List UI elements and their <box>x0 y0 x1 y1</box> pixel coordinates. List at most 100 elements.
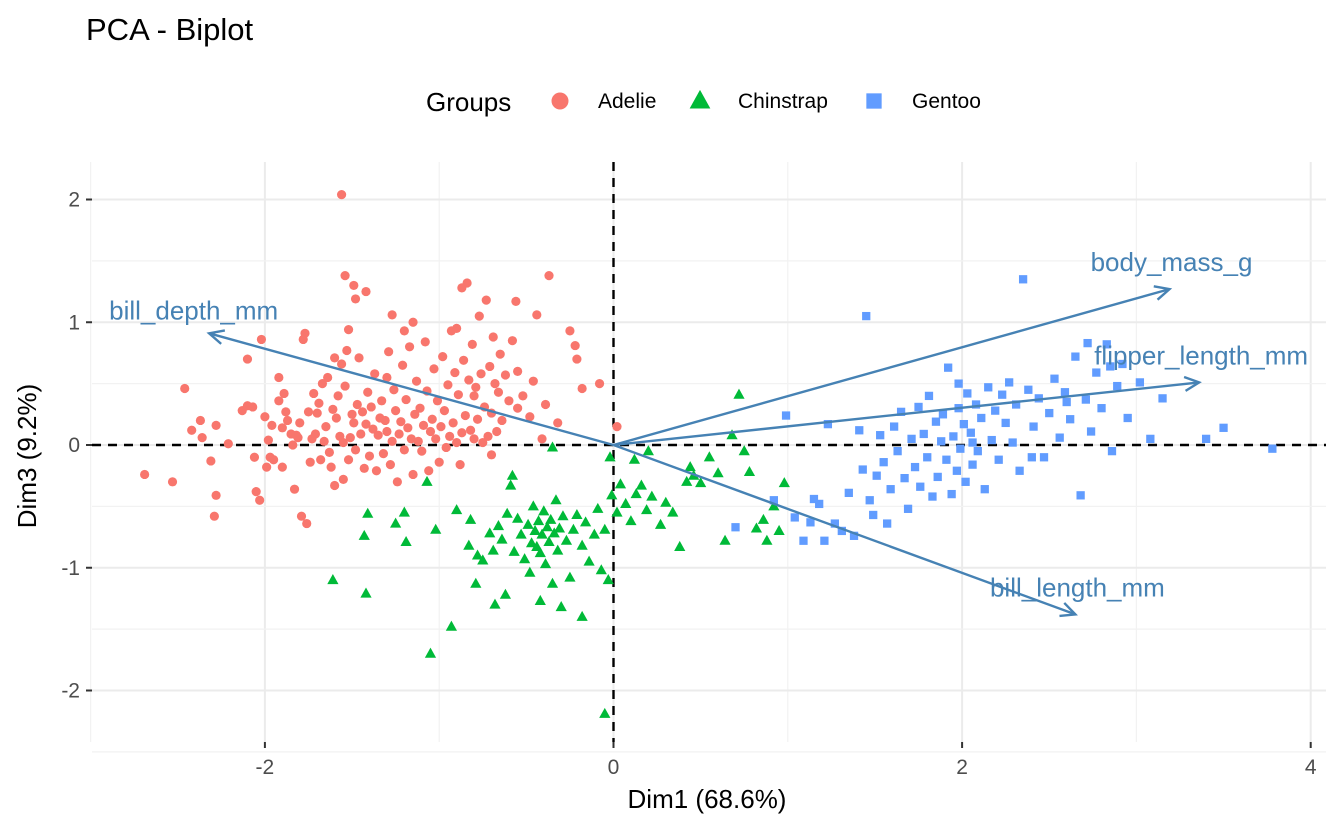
point-gentoo <box>820 536 829 545</box>
point-gentoo <box>971 400 981 409</box>
arrow-bill_depth_mm: bill_depth_mm <box>109 295 614 447</box>
point-adelie <box>180 383 190 394</box>
point-adelie <box>359 463 369 473</box>
point-adelie <box>262 462 272 472</box>
point-adelie <box>532 310 542 320</box>
point-adelie <box>340 271 350 281</box>
point-adelie <box>528 376 538 386</box>
point-adelie <box>269 455 279 465</box>
point-gentoo <box>889 422 899 431</box>
series-adelie <box>140 189 622 529</box>
point-gentoo <box>809 494 819 504</box>
point-gentoo <box>806 518 815 527</box>
arrow-head-flipper_length_mm <box>1183 375 1202 392</box>
point-gentoo <box>938 410 948 419</box>
point-chinstrap <box>564 571 576 582</box>
point-chinstrap <box>738 445 750 456</box>
point-adelie <box>445 431 455 442</box>
point-adelie <box>397 360 408 370</box>
series-gentoo <box>731 275 1277 545</box>
arrow-head-bill_depth_mm <box>206 329 226 345</box>
point-chinstrap <box>506 469 519 480</box>
point-gentoo <box>1146 434 1155 444</box>
point-gentoo <box>984 383 993 392</box>
arrow-head-bill_length_mm <box>1059 602 1078 618</box>
point-gentoo <box>980 485 989 494</box>
point-adelie <box>364 451 375 461</box>
point-gentoo <box>1011 400 1021 409</box>
point-gentoo <box>731 523 740 532</box>
point-adelie <box>309 388 319 399</box>
point-adelie <box>326 462 336 472</box>
y-tick-label: 2 <box>68 189 80 212</box>
point-adelie <box>471 382 481 392</box>
point-adelie <box>497 415 507 426</box>
point-gentoo <box>1118 359 1127 369</box>
point-chinstrap <box>539 558 552 569</box>
point-adelie <box>438 352 448 362</box>
point-gentoo <box>1050 374 1059 383</box>
point-chinstrap <box>733 388 745 399</box>
arrow-flipper_length_mm: flipper_length_mm <box>613 340 1308 447</box>
axes: -2 0 2 4 -2 -1 0 1 2 <box>61 189 1317 780</box>
point-adelie <box>274 396 284 406</box>
point-chinstrap <box>527 500 539 511</box>
point-chinstrap <box>757 513 770 524</box>
point-adelie <box>356 429 366 439</box>
arrow-line-bill_depth_mm <box>208 332 614 447</box>
arrow-line-flipper_length_mm <box>613 381 1200 447</box>
point-adelie <box>490 379 500 389</box>
point-gentoo <box>994 455 1003 464</box>
point-chinstrap <box>646 490 658 501</box>
point-gentoo <box>914 402 923 412</box>
point-gentoo <box>1086 427 1096 436</box>
point-adelie <box>403 423 413 433</box>
point-adelie <box>553 418 563 428</box>
point-adelie <box>612 421 622 432</box>
point-chinstrap <box>484 527 496 538</box>
point-gentoo <box>1027 453 1036 462</box>
variable-label-body_mass_g: body_mass_g <box>1091 247 1253 277</box>
point-chinstrap <box>430 523 442 534</box>
point-gentoo <box>858 465 867 474</box>
point-gentoo <box>844 488 853 498</box>
point-gentoo <box>959 419 968 429</box>
point-adelie <box>439 406 450 416</box>
point-gentoo <box>1001 418 1010 428</box>
point-chinstrap <box>534 547 546 558</box>
point-adelie <box>343 455 354 465</box>
point-gentoo <box>1060 388 1070 397</box>
point-adelie <box>434 457 444 467</box>
point-adelie <box>321 421 331 432</box>
point-chinstrap <box>625 515 637 526</box>
point-chinstrap <box>445 620 458 631</box>
point-adelie <box>338 474 348 484</box>
point-adelie <box>350 445 361 455</box>
x-tick-label: 2 <box>956 756 968 779</box>
y-tick-label: 0 <box>68 434 80 457</box>
legend-key-chinstrap <box>689 89 711 109</box>
point-chinstrap <box>567 523 580 534</box>
point-adelie <box>211 490 221 500</box>
point-gentoo <box>1071 352 1080 361</box>
point-gentoo <box>1268 444 1277 453</box>
y-tick-label: 1 <box>68 311 80 334</box>
point-chinstrap <box>358 529 370 540</box>
point-adelie <box>408 317 418 327</box>
point-gentoo <box>879 458 888 467</box>
point-adelie <box>427 414 437 424</box>
point-chinstrap <box>496 533 508 544</box>
point-adelie <box>340 381 350 391</box>
point-gentoo <box>910 462 920 472</box>
point-adelie <box>415 403 425 413</box>
point-chinstrap <box>674 540 686 551</box>
point-gentoo <box>1029 422 1038 431</box>
point-gentoo <box>903 504 913 513</box>
point-chinstrap <box>550 494 562 505</box>
point-adelie <box>511 296 521 306</box>
point-adelie <box>464 375 474 385</box>
point-chinstrap <box>477 554 489 565</box>
point-chinstrap <box>487 544 499 555</box>
point-adelie <box>469 434 479 444</box>
